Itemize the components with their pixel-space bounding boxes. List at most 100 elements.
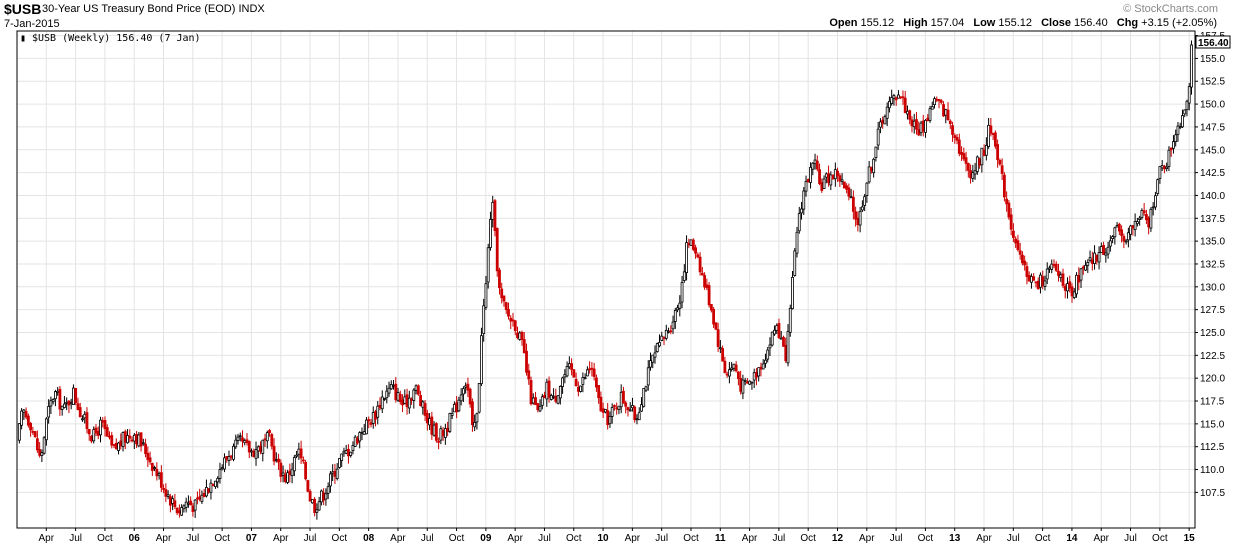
ohlc-summary: Open 155.12 High 157.04 Low 155.12 Close 156… xyxy=(823,17,1217,29)
candle-body xyxy=(513,320,517,332)
candle-body xyxy=(685,242,688,273)
copyright: © StockCharts.com xyxy=(1123,3,1218,15)
candle-body xyxy=(159,472,163,488)
candle-body xyxy=(504,302,508,310)
candle-body xyxy=(157,472,161,476)
candle-body xyxy=(162,487,166,490)
candle-body xyxy=(78,407,82,418)
candle-body xyxy=(410,398,413,401)
candle-body xyxy=(85,412,89,429)
candle-body xyxy=(437,440,441,443)
candle-body xyxy=(676,307,679,311)
y-tick-label: 130.0 xyxy=(1200,282,1225,293)
candle-body xyxy=(459,394,463,402)
candle-body xyxy=(223,457,226,470)
candle-body xyxy=(353,436,357,447)
candle-body xyxy=(128,435,132,439)
x-tick-label: 06 xyxy=(129,533,141,544)
candle-body xyxy=(725,373,729,376)
candle-body xyxy=(1181,115,1184,128)
candle-body xyxy=(926,117,930,122)
candle-body xyxy=(644,386,648,391)
candle-body xyxy=(842,181,846,189)
candle-body xyxy=(1145,213,1148,221)
x-tick-label: Apr xyxy=(859,533,875,544)
candle-body xyxy=(978,158,981,166)
candle-body xyxy=(96,431,100,436)
candle-body xyxy=(250,450,253,453)
candle-body xyxy=(1012,230,1015,238)
candle-body xyxy=(63,403,66,408)
candle-body xyxy=(99,419,102,436)
candle-body xyxy=(1176,125,1180,135)
candle-body xyxy=(730,367,734,370)
candle-body xyxy=(660,335,664,341)
y-tick-label: 110.0 xyxy=(1200,465,1225,476)
candle-body xyxy=(655,343,659,353)
candle-body xyxy=(1108,240,1112,247)
candle-body xyxy=(1036,280,1040,290)
candle-body xyxy=(482,305,486,334)
candle-body xyxy=(939,100,943,103)
x-tick-label: Oct xyxy=(97,533,113,544)
candle-body xyxy=(554,395,558,402)
candle-body xyxy=(263,438,267,441)
candle-body xyxy=(1187,86,1191,104)
candle-body xyxy=(1174,134,1178,142)
candle-body xyxy=(362,431,366,435)
candle-body xyxy=(824,173,828,178)
candle-body xyxy=(594,377,598,388)
candle-body xyxy=(54,391,57,400)
candle-body xyxy=(1093,252,1096,264)
candle-body xyxy=(416,385,420,395)
candle-body xyxy=(561,377,564,387)
candle-body xyxy=(615,407,619,410)
candle-body xyxy=(1095,254,1099,262)
x-tick-label: Oct xyxy=(1152,533,1168,544)
candle-body xyxy=(450,412,454,416)
candle-body xyxy=(403,396,407,404)
candle-body xyxy=(40,452,44,456)
candle-body xyxy=(743,380,747,382)
candle-body xyxy=(797,213,801,232)
candle-body xyxy=(966,163,970,171)
candle-body xyxy=(1190,44,1193,88)
candle-body xyxy=(1039,274,1042,288)
candle-body xyxy=(565,366,569,377)
candle-body xyxy=(980,147,984,166)
candle-body xyxy=(344,450,348,454)
x-tick-label: Jul xyxy=(538,533,551,544)
candle-body xyxy=(822,178,826,189)
candle-body xyxy=(1054,263,1058,271)
x-tick-label: Oct xyxy=(566,533,582,544)
candle-body xyxy=(268,430,271,433)
candle-body xyxy=(590,367,594,370)
candle-body xyxy=(108,435,111,438)
x-tick-label: Oct xyxy=(683,533,699,544)
candle-body xyxy=(164,489,168,497)
candle-body xyxy=(860,206,864,211)
candle-body xyxy=(910,119,914,127)
candle-body xyxy=(1016,240,1020,250)
candle-body xyxy=(430,416,434,435)
candle-body xyxy=(885,106,889,119)
candle-body xyxy=(441,430,445,437)
candle-body xyxy=(818,169,821,184)
high-label: High xyxy=(903,17,928,29)
candle-body xyxy=(581,377,585,385)
candle-body xyxy=(540,396,544,406)
candle-body xyxy=(1129,225,1133,235)
low-value: 155.12 xyxy=(998,17,1033,29)
candle-body xyxy=(696,254,700,258)
candle-body xyxy=(471,401,474,426)
candle-body xyxy=(434,423,438,441)
candle-body xyxy=(333,471,337,477)
candle-body xyxy=(1099,246,1103,253)
x-tick-label: Oct xyxy=(214,533,230,544)
candle-body xyxy=(919,122,923,134)
candle-body xyxy=(518,332,522,340)
candle-body xyxy=(1050,263,1054,270)
candle-body xyxy=(890,97,894,104)
candle-body xyxy=(631,405,634,409)
